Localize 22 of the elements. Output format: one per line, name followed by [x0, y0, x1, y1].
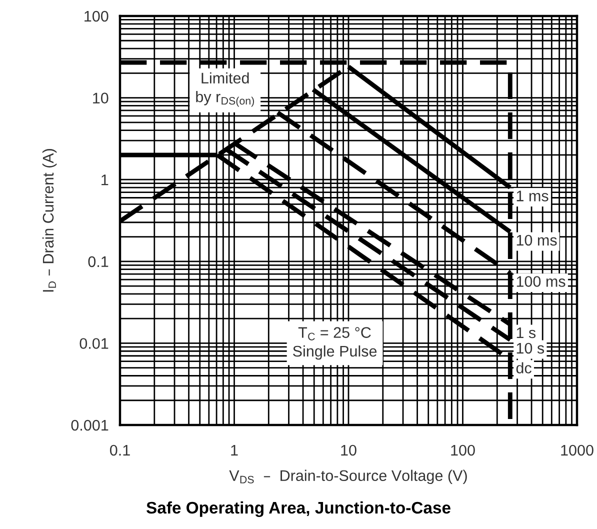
y-tick-label: 0.1	[88, 256, 108, 268]
text: Safe Operating Area, Junction-to-Case	[146, 501, 450, 517]
series-label: dc	[516, 362, 532, 374]
y-tick-label: 0.01	[80, 338, 108, 349]
x-tick-label: 1	[231, 445, 238, 456]
annotation: Limited by r$_{DS(on)}$	[196, 72, 254, 107]
x-tick-label: 0.1	[110, 444, 130, 456]
y-tick-label: 100	[84, 10, 108, 22]
annotation: T$_{C}$ = 25 °C Single Pulse	[293, 327, 377, 360]
x-axis-title: V$_{DS}$ – Drain-to-Source Voltage (V)	[229, 470, 467, 484]
y-tick-label: 0.001	[71, 420, 108, 431]
series-label: 1 ms	[516, 190, 548, 202]
series-label: 100 ms	[516, 276, 566, 287]
series-label: 1 s	[516, 328, 536, 338]
series-label: 10 ms	[516, 234, 557, 246]
x-tick-label: 10	[341, 444, 356, 456]
y-axis-title: I$_{D}$ – Drain Current (A)	[42, 148, 57, 292]
y-tick-label: 10	[93, 92, 108, 104]
y-tick-label: 1	[102, 174, 108, 186]
series-label: 10 s	[516, 342, 544, 354]
x-tick-label: 100	[451, 444, 475, 456]
x-tick-label: 1000	[561, 444, 594, 456]
